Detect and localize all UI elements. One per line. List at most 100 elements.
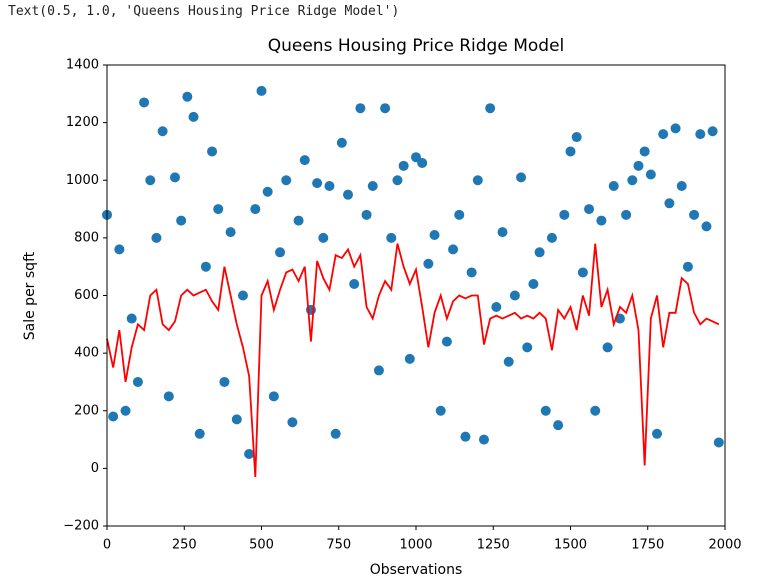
scatter-point <box>522 342 533 353</box>
scatter-point <box>448 244 459 255</box>
x-tick-label: 1250 <box>477 538 510 553</box>
scatter-point <box>670 123 681 134</box>
scatter-point <box>120 405 131 416</box>
scatter-point <box>145 175 156 186</box>
scatter-point <box>497 227 508 238</box>
scatter-point <box>546 232 557 243</box>
scatter-point <box>423 258 434 269</box>
scatter-point <box>163 391 174 402</box>
x-tick-label: 500 <box>249 538 274 553</box>
scatter-point <box>108 411 119 422</box>
scatter-point <box>454 209 465 220</box>
scatter-point <box>584 204 595 215</box>
scatter-point <box>343 189 354 200</box>
scatter-point <box>392 175 403 186</box>
scatter-point <box>404 353 415 364</box>
y-tick-label: 1400 <box>66 58 99 73</box>
scatter-point <box>695 129 706 140</box>
scatter-point <box>194 428 205 439</box>
scatter-point <box>380 103 391 114</box>
scatter-point <box>689 209 700 220</box>
scatter-point <box>503 356 514 367</box>
scatter-point <box>682 261 693 272</box>
scatter-point <box>441 336 452 347</box>
prediction-line <box>106 243 720 478</box>
scatter-point <box>633 160 644 171</box>
y-tick-label: 1000 <box>66 173 99 188</box>
scatter-point <box>256 85 267 96</box>
scatter-point <box>553 420 564 431</box>
scatter-point <box>645 169 656 180</box>
scatter-point <box>373 365 384 376</box>
scatter-point <box>268 391 279 402</box>
scatter-point <box>608 181 619 192</box>
scatter-point <box>330 428 341 439</box>
x-tick-label: 750 <box>326 538 351 553</box>
scatter-point <box>676 181 687 192</box>
scatter-point <box>621 209 632 220</box>
scatter-point <box>398 160 409 171</box>
y-tick-label: 800 <box>74 230 99 245</box>
scatter-point <box>200 261 211 272</box>
scatter-point <box>478 434 489 445</box>
chart-title: Queens Housing Price Ridge Model <box>268 36 565 56</box>
scatter-point <box>188 111 199 122</box>
scatter-point <box>559 209 570 220</box>
scatter-point <box>275 247 286 258</box>
scatter-point <box>139 97 150 108</box>
x-tick-label: 2000 <box>708 538 741 553</box>
y-tick-label: 600 <box>74 288 99 303</box>
scatter-point <box>231 414 242 425</box>
scatter-point <box>429 229 440 240</box>
scatter-point <box>318 232 329 243</box>
scatter-point <box>590 405 601 416</box>
scatter-point <box>491 302 502 313</box>
scatter-point <box>287 417 298 428</box>
scatter-point <box>713 437 724 448</box>
scatter-point <box>213 204 224 215</box>
scatter-point <box>701 221 712 232</box>
scatter-point <box>577 267 588 278</box>
scatter-point <box>126 313 137 324</box>
y-axis-label: Sale per sqft <box>22 251 38 340</box>
scatter-point <box>472 175 483 186</box>
output-text: Text(0.5, 1.0, 'Queens Housing Price Rid… <box>8 4 400 19</box>
scatter-point <box>299 155 310 166</box>
scatter-point <box>114 244 125 255</box>
scatter-point <box>361 209 372 220</box>
scatter-point <box>565 146 576 157</box>
scatter-point <box>639 146 650 157</box>
scatter-point <box>509 290 520 301</box>
scatter-point <box>219 376 230 387</box>
scatter-point <box>627 175 638 186</box>
scatter-point <box>151 232 162 243</box>
scatter-point <box>435 405 446 416</box>
y-tick-label: 400 <box>74 346 99 361</box>
scatter-point <box>293 215 304 226</box>
scatter-point <box>281 175 292 186</box>
x-tick-label: 1750 <box>631 538 664 553</box>
scatter-point <box>157 126 168 137</box>
scatter-point <box>386 232 397 243</box>
scatter-point <box>596 215 607 226</box>
scatter-point <box>658 129 669 140</box>
scatter-point <box>324 181 335 192</box>
x-tick-label: 0 <box>103 538 111 553</box>
scatter-point <box>176 215 187 226</box>
scatter-point <box>466 267 477 278</box>
scatter-point <box>707 126 718 137</box>
scatter-point <box>485 103 496 114</box>
scatter-point <box>367 181 378 192</box>
scatter-point <box>132 376 143 387</box>
y-tick-label: 200 <box>74 403 99 418</box>
scatter-point <box>652 428 663 439</box>
scatter-point <box>602 342 613 353</box>
y-tick-label: −200 <box>63 519 99 534</box>
scatter-point <box>516 172 527 183</box>
y-tick-label: 1200 <box>66 115 99 130</box>
scatter-point <box>355 103 366 114</box>
scatter-point <box>349 278 360 289</box>
scatter-point <box>225 227 236 238</box>
scatter-point <box>182 91 193 102</box>
scatter-point <box>207 146 218 157</box>
